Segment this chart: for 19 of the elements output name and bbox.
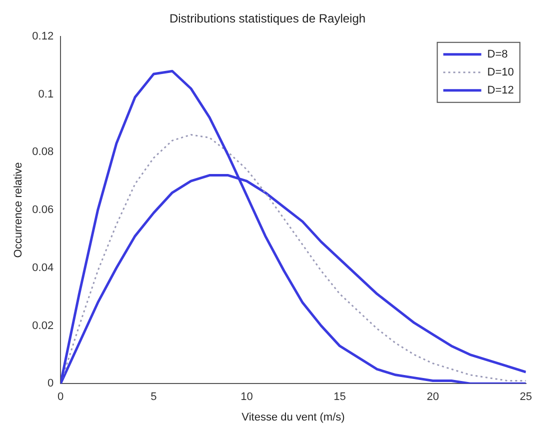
x-axis-title: Vitesse du vent (m/s) — [242, 411, 345, 424]
x-tick-label: 25 — [520, 391, 532, 404]
x-tick-label: 0 — [58, 391, 64, 404]
y-tick-label: 0 — [47, 378, 54, 390]
y-tick-label: 0.08 — [32, 146, 54, 158]
y-tick-label: 0.12 — [32, 30, 54, 42]
x-tick-label: 15 — [334, 391, 346, 404]
y-tick-label: 0.04 — [32, 262, 54, 274]
legend-label: D=10 — [487, 66, 514, 78]
legend-label: D=12 — [487, 84, 514, 96]
y-tick-label: 0.06 — [32, 204, 54, 216]
x-tick-label: 20 — [426, 391, 439, 404]
chart-title: Distributions statistiques de Rayleigh — [169, 12, 366, 26]
x-tick-label: 10 — [240, 391, 253, 404]
y-axis-title: Occurrence relative — [12, 162, 25, 258]
legend-label: D=8 — [487, 48, 508, 60]
y-tick-label: 0.1 — [38, 88, 54, 100]
y-tick-label: 0.02 — [32, 320, 54, 332]
x-tick-label: 5 — [150, 391, 157, 404]
